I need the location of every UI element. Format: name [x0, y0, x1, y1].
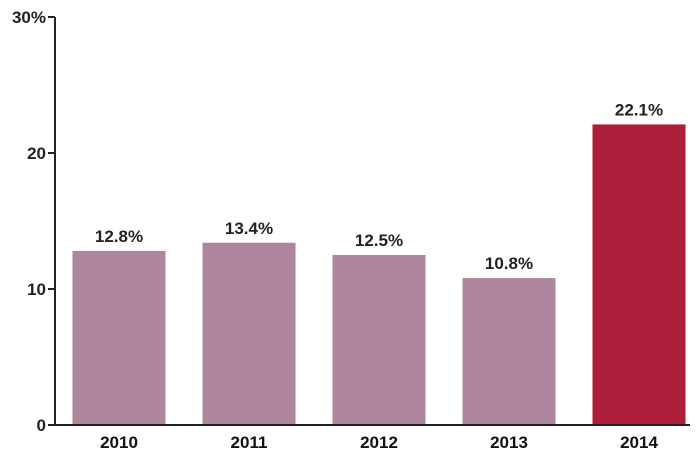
data-label-2013: 10.8% — [485, 254, 533, 273]
data-label-2011: 13.4% — [225, 219, 273, 238]
x-tick-label-2010: 2010 — [100, 433, 138, 452]
y-tick-label: 10 — [27, 280, 46, 299]
x-tick-label-2012: 2012 — [360, 433, 398, 452]
bars: 12.8% 13.4% 12.5% 10.8% 22.1% — [72, 100, 686, 425]
y-tick-label: 20 — [27, 144, 46, 163]
bar-2014 — [592, 124, 686, 425]
y-tick-label: 30% — [12, 8, 46, 27]
x-tick-label-2013: 2013 — [490, 433, 528, 452]
data-label-2010: 12.8% — [95, 227, 143, 246]
bar-2011 — [202, 242, 296, 425]
bar-2010 — [72, 250, 166, 425]
y-tick-label: 0 — [37, 416, 46, 435]
data-label-2012: 12.5% — [355, 231, 403, 250]
x-tick-label-2011: 2011 — [231, 433, 268, 452]
x-axis: 2010 2011 2012 2013 2014 — [55, 424, 690, 452]
x-tick-label-2014: 2014 — [620, 433, 658, 452]
y-axis: 0 10 20 30% — [12, 8, 56, 435]
data-label-2014: 22.1% — [615, 100, 663, 119]
bar-2013 — [462, 278, 556, 425]
bar-2012 — [332, 255, 426, 425]
